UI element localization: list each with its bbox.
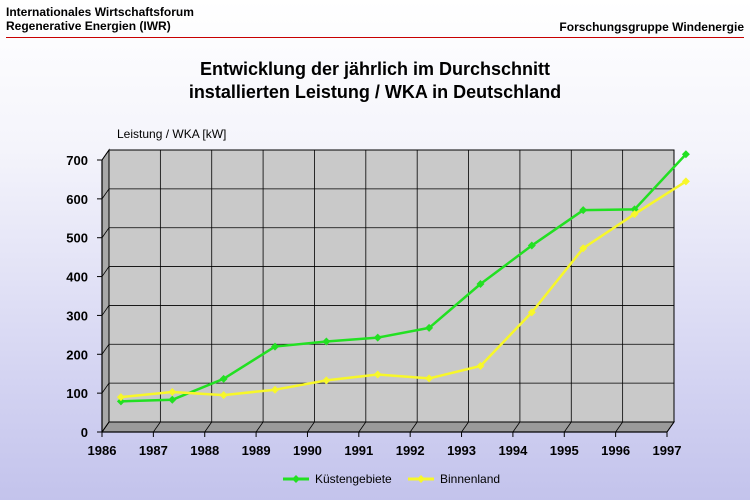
x-tick-label: 1986 xyxy=(88,443,117,458)
chart-title-line2: installierten Leistung / WKA in Deutschl… xyxy=(188,82,562,102)
series-line xyxy=(120,153,687,403)
legend-swatch-binnenland xyxy=(408,475,434,483)
x-tick-label: 1996 xyxy=(601,443,630,458)
chart-gridlines xyxy=(101,149,675,433)
data-point xyxy=(116,393,125,402)
x-tick-label: 1991 xyxy=(344,443,373,458)
header-left: Internationales Wirtschaftsforum Regener… xyxy=(6,5,194,33)
chart-side-wall xyxy=(101,148,110,434)
x-tick-label: 1994 xyxy=(498,443,528,458)
data-point xyxy=(681,150,690,159)
x-tick-label: 1990 xyxy=(293,443,322,458)
legend-label-binnenland: Binnenland xyxy=(440,472,501,486)
data-point xyxy=(116,397,125,406)
y-tick-label: 700 xyxy=(66,153,88,168)
data-point xyxy=(322,376,331,385)
y-tick-label: 400 xyxy=(66,270,88,285)
data-point xyxy=(630,210,639,219)
y-tick-label: 600 xyxy=(66,192,88,207)
data-point xyxy=(681,177,690,186)
data-point xyxy=(322,337,331,346)
data-point xyxy=(373,333,382,342)
data-point xyxy=(425,374,434,383)
data-point xyxy=(168,395,177,404)
y-tick-label: 300 xyxy=(66,308,88,323)
x-tick-label: 1987 xyxy=(139,443,168,458)
x-gridline xyxy=(307,150,315,433)
chart-plot-area xyxy=(101,148,675,434)
header-right: Forschungsgruppe Windenergie xyxy=(559,20,744,34)
y-axis-label: Leistung / WKA [kW] xyxy=(117,127,226,141)
chart-title-line1: Entwicklung der jährlich im Durchschnitt xyxy=(199,59,551,79)
x-gridline xyxy=(615,150,624,433)
data-point xyxy=(271,385,279,394)
x-gridline xyxy=(512,150,521,433)
x-tick-label: 1988 xyxy=(190,443,219,458)
x-gridline xyxy=(358,150,367,433)
x-gridline xyxy=(666,150,675,433)
chart-tick-labels: 0 100 200 300 400 500 600 700 1986 1987 1988 1989 19… xyxy=(66,153,681,458)
x-tick-label: 1989 xyxy=(242,443,271,458)
y-tick-label: 100 xyxy=(66,386,88,401)
data-point xyxy=(271,342,279,351)
series-line xyxy=(120,180,687,399)
x-gridline xyxy=(101,150,110,433)
x-gridline xyxy=(153,150,161,433)
data-point xyxy=(168,388,177,397)
data-point xyxy=(425,323,434,332)
header-divider xyxy=(6,37,744,38)
chart-title: Entwicklung der jährlich im Durchschnitt… xyxy=(0,58,750,104)
legend-swatch-kuestengebiete xyxy=(283,475,309,483)
data-point xyxy=(476,361,485,370)
data-point xyxy=(527,308,536,317)
chart-series xyxy=(116,150,690,406)
chart-axes xyxy=(101,160,667,433)
data-point xyxy=(579,244,588,253)
chart-back-wall xyxy=(108,149,675,423)
x-tick-label: 1992 xyxy=(396,443,425,458)
y-tick-label: 0 xyxy=(81,425,88,440)
header-organization: Internationales Wirtschaftsforum xyxy=(6,5,194,19)
data-point xyxy=(219,391,228,400)
x-tick-label: 1993 xyxy=(447,443,476,458)
y-tick-label: 200 xyxy=(66,347,88,362)
chart-floor xyxy=(101,421,675,433)
data-point xyxy=(527,241,536,250)
legend-item-binnenland: Binnenland xyxy=(408,472,500,486)
data-point xyxy=(476,280,485,289)
data-point xyxy=(219,374,228,383)
x-tick-label: 1997 xyxy=(653,443,682,458)
x-gridline xyxy=(461,150,469,433)
data-point xyxy=(579,206,588,215)
header-organization-sub: Regenerative Energien (IWR) xyxy=(6,19,171,33)
legend-label-kuestengebiete: Küstengebiete xyxy=(315,472,392,486)
x-gridline xyxy=(255,150,264,433)
y-tick-label: 500 xyxy=(66,231,88,246)
legend-item-kuestengebiete: Küstengebiete xyxy=(283,472,392,486)
x-gridline xyxy=(563,150,572,433)
x-tick-label: 1995 xyxy=(550,443,579,458)
x-gridline xyxy=(409,150,418,433)
data-point xyxy=(373,370,382,379)
x-gridline xyxy=(204,150,213,433)
